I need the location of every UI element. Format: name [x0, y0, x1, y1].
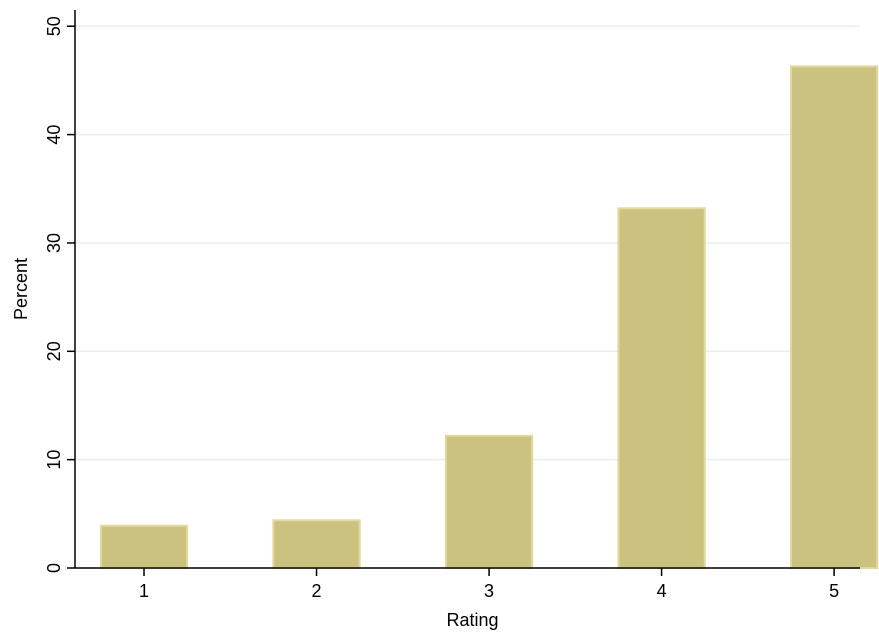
- bar-3: [444, 434, 534, 569]
- y-tick-label-10: 10: [44, 450, 64, 470]
- y-tick-label-40: 40: [44, 125, 64, 145]
- x-axis-title: Rating: [446, 610, 498, 630]
- gridlines: [75, 25, 860, 461]
- x-tick-label-1: 1: [139, 581, 149, 601]
- bar-5: [789, 65, 879, 570]
- y-tick-label-0: 0: [44, 563, 64, 573]
- y-ticks: 0 10 20 30 40 50: [44, 16, 75, 573]
- bar-4: [617, 207, 706, 570]
- x-tick-label-3: 3: [484, 581, 494, 601]
- bars: [99, 65, 879, 570]
- y-tick-label-20: 20: [44, 341, 64, 361]
- bar-1: [99, 524, 189, 570]
- bar-2: [272, 519, 361, 570]
- x-tick-label-4: 4: [657, 581, 667, 601]
- x-tick-label-2: 2: [312, 581, 322, 601]
- y-tick-label-50: 50: [44, 16, 64, 36]
- x-tick-label-5: 5: [829, 581, 839, 601]
- x-ticks: 1 2 3 4 5: [139, 568, 839, 601]
- y-axis-title: Percent: [11, 258, 31, 320]
- y-tick-label-30: 30: [44, 233, 64, 253]
